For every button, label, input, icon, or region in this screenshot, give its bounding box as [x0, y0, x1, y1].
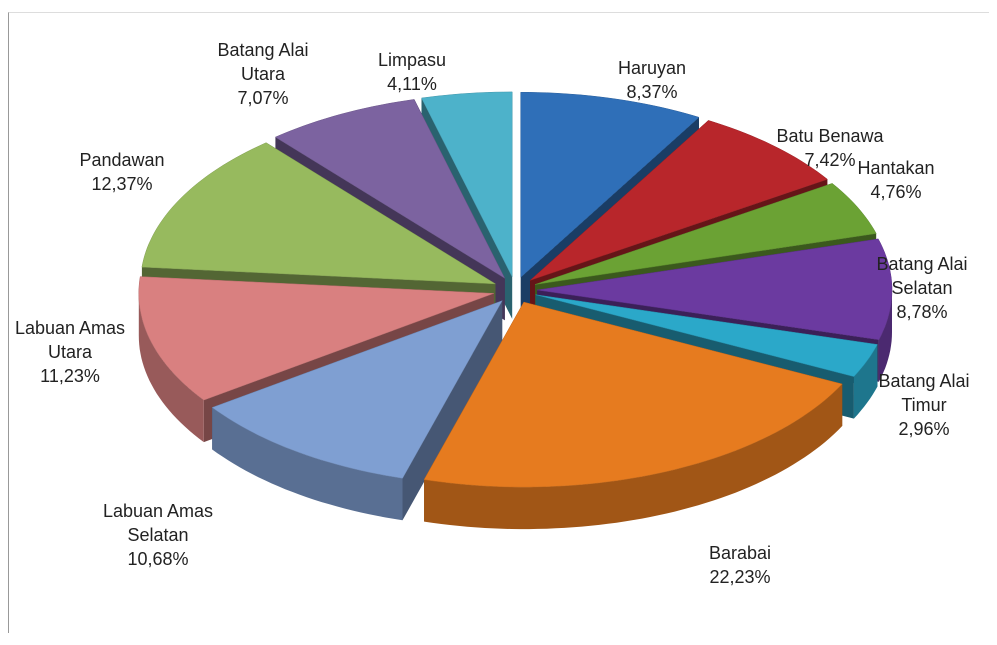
slice — [535, 294, 878, 377]
slice-label: Batang Alai Utara 7,07% — [208, 38, 318, 110]
value-label: 8,78% — [896, 302, 948, 322]
category-name: Haruyan — [617, 58, 687, 78]
category-name: Barabai — [708, 543, 772, 563]
category-name: Labuan Amas Utara — [14, 318, 126, 362]
category-name: Batang Alai Timur — [878, 371, 970, 415]
slice — [274, 99, 506, 279]
value-label: 7,07% — [237, 88, 289, 108]
slice — [211, 300, 503, 479]
slice-side — [853, 344, 878, 419]
value-label: 11,23% — [40, 366, 100, 386]
slice-side — [878, 290, 892, 382]
slice-label: Labuan Amas Utara 11,23% — [0, 316, 140, 388]
slice — [534, 183, 877, 285]
slice-label: Batang Alai Selatan 8,78% — [867, 252, 977, 324]
value-label: 4,76% — [870, 182, 922, 202]
category-name: Batu Benawa — [776, 126, 884, 146]
value-label: 7,42% — [804, 150, 856, 170]
slice — [529, 120, 828, 281]
value-label: 10,68% — [127, 549, 189, 569]
value-label: 22,23% — [709, 567, 771, 587]
value-label: 4,11% — [387, 74, 437, 94]
category-name: Labuan Amas Selatan — [102, 501, 214, 545]
slice-side — [138, 293, 204, 443]
slice — [138, 276, 494, 401]
slice-label: Labuan Amas Selatan 10,68% — [83, 499, 233, 571]
slice-side — [212, 407, 403, 521]
chart-frame — [8, 12, 989, 633]
slice — [536, 238, 893, 340]
value-label: 2,96% — [898, 419, 950, 439]
category-name: Limpasu — [377, 50, 447, 70]
category-name: Hantakan — [857, 158, 935, 178]
slice-label: Hantakan 4,76% — [841, 156, 951, 204]
slice — [520, 92, 700, 278]
slice-label: Haruyan 8,37% — [582, 56, 722, 104]
value-label: 12,37% — [91, 174, 153, 194]
slice-label: Limpasu 4,11% — [357, 48, 467, 96]
slice-label: Barabai 22,23% — [690, 541, 790, 589]
slice — [141, 142, 496, 285]
category-name: Batang Alai Utara — [217, 40, 309, 84]
category-name: Batang Alai Selatan — [876, 254, 968, 298]
category-name: Pandawan — [79, 150, 165, 170]
value-label: 8,37% — [626, 82, 678, 102]
slice-wall — [402, 300, 503, 521]
slice-label: Batang Alai Timur 2,96% — [874, 369, 974, 441]
slice-label: Pandawan 12,37% — [52, 148, 192, 196]
slice — [423, 301, 843, 488]
slice — [421, 91, 513, 278]
slice-label: Batu Benawa 7,42% — [755, 124, 905, 172]
slice-side — [424, 384, 843, 530]
